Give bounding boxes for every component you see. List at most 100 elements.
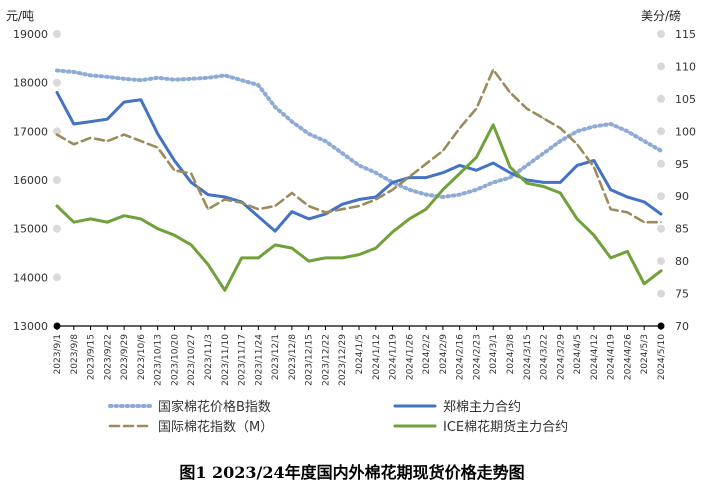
series-3-point bbox=[593, 234, 595, 236]
series-2-point bbox=[173, 169, 176, 172]
series-3-point bbox=[660, 270, 662, 272]
series-0-point bbox=[257, 84, 260, 86]
series-2-point bbox=[643, 221, 646, 223]
x-tick-label: 2024/5/3 bbox=[640, 334, 650, 374]
right-tick-dot bbox=[657, 94, 665, 103]
x-tick-label: 2024/4/26 bbox=[623, 334, 633, 380]
series-2-point bbox=[593, 166, 595, 168]
chart-title: 图1 2023/24年度国内外棉花期现货价格走势图 bbox=[179, 463, 524, 482]
series-0-point bbox=[72, 71, 75, 73]
x-tick-label: 2024/3/1 bbox=[489, 334, 499, 374]
left-axis-unit: 元/吨 bbox=[6, 9, 34, 23]
x-tick-label: 2024/3/29 bbox=[556, 334, 566, 380]
series-3-point bbox=[643, 283, 646, 285]
series-3-point bbox=[425, 208, 427, 210]
series-0-point bbox=[240, 79, 243, 82]
series-0-point bbox=[576, 130, 578, 133]
x-tick-label: 2024/4/12 bbox=[590, 334, 600, 380]
left-tick-dot bbox=[53, 224, 61, 233]
series-1-point bbox=[509, 171, 511, 174]
left-tick-dot bbox=[53, 176, 61, 184]
series-3-point bbox=[173, 234, 176, 236]
series-2-point bbox=[559, 127, 562, 129]
series-3-point bbox=[72, 221, 75, 223]
series-0-point bbox=[559, 140, 562, 142]
series-1-point bbox=[576, 164, 578, 167]
series-0-point bbox=[341, 152, 344, 155]
left-tick-label: 19000 bbox=[13, 28, 48, 41]
right-tick-dot bbox=[657, 30, 665, 38]
series-2-point bbox=[324, 211, 327, 214]
series-3-point bbox=[542, 185, 545, 188]
series-3-point bbox=[509, 166, 511, 168]
series-3-point bbox=[626, 250, 629, 253]
series-1-point bbox=[257, 215, 260, 218]
x-tick-label: 2023/9/29 bbox=[120, 334, 130, 380]
series-1-point bbox=[475, 169, 478, 172]
series-2-point bbox=[106, 140, 109, 142]
series-0-point bbox=[458, 193, 461, 196]
series-3-point bbox=[391, 231, 394, 233]
series-0-point bbox=[492, 181, 495, 184]
series-0-point bbox=[56, 69, 58, 72]
series-2-point bbox=[458, 127, 461, 129]
right-tick-label: 80 bbox=[675, 255, 689, 268]
series-2-point bbox=[207, 208, 209, 210]
series-2-point bbox=[391, 188, 394, 191]
x-tick-label: 2024/2/9 bbox=[439, 334, 449, 375]
x-tick-label: 2024/1/5 bbox=[355, 334, 365, 374]
series-1-point bbox=[140, 98, 142, 101]
series-1-point bbox=[291, 210, 293, 213]
right-tick-label: 75 bbox=[675, 288, 689, 301]
series-0-point bbox=[475, 188, 478, 191]
right-tick-label: 85 bbox=[675, 223, 689, 236]
series-3-point bbox=[190, 244, 193, 246]
series-line-0 bbox=[55, 68, 663, 199]
x-tick-label: 2023/10/20 bbox=[170, 334, 180, 386]
series-1-point bbox=[442, 171, 444, 174]
right-tick-dot bbox=[657, 289, 665, 298]
x-tick-label: 2023/12/29 bbox=[338, 334, 348, 386]
left-tick-dot bbox=[53, 273, 61, 282]
series-1-point bbox=[542, 181, 545, 184]
left-tick-label: 16000 bbox=[13, 174, 48, 187]
x-tick-label: 2024/3/8 bbox=[506, 334, 516, 375]
series-0-point bbox=[106, 76, 109, 78]
left-tick-label: 13000 bbox=[13, 320, 48, 333]
series-3-point bbox=[559, 192, 562, 194]
x-tick-label: 2024/2/23 bbox=[472, 334, 482, 380]
series-0-point bbox=[408, 188, 411, 191]
left-tick-dot bbox=[53, 30, 61, 38]
x-tick-label: 2023/12/1 bbox=[271, 334, 281, 380]
series-0-point bbox=[643, 140, 646, 142]
right-tick-label: 110 bbox=[675, 60, 696, 73]
series-0-point bbox=[307, 132, 310, 135]
legend-label: 国家棉花价格B指数 bbox=[158, 399, 271, 415]
series-2-point bbox=[291, 192, 293, 194]
x-tick-label: 2023/10/13 bbox=[154, 334, 164, 386]
left-tick-dot bbox=[53, 78, 61, 87]
right-tick-dot bbox=[657, 159, 665, 168]
series-2-point bbox=[660, 221, 662, 223]
axis-layer: 13000 14000 15000 16000 17000 18000 19000 70 75 8… bbox=[13, 28, 696, 386]
series-2-point bbox=[257, 208, 260, 210]
x-tick-label: 2024/2/16 bbox=[456, 334, 466, 380]
series-0-point bbox=[156, 77, 159, 79]
legend-label: 国际棉花指数（M） bbox=[158, 419, 273, 435]
series-2-point bbox=[223, 198, 226, 201]
series-line-3 bbox=[55, 123, 663, 292]
x-tick-label: 2023/11/10 bbox=[221, 334, 231, 386]
series-2-point bbox=[56, 133, 58, 136]
series-2-point bbox=[89, 137, 92, 139]
right-tick-label: 105 bbox=[675, 93, 696, 106]
series-3-point bbox=[291, 247, 293, 249]
series-0-point bbox=[173, 78, 176, 81]
series-0-point bbox=[609, 123, 612, 125]
series-1-point bbox=[374, 196, 377, 198]
series-2-point bbox=[626, 211, 629, 214]
series-2-point bbox=[475, 107, 478, 110]
series-1-point bbox=[223, 196, 226, 198]
series-0-point bbox=[525, 164, 528, 167]
series-1-point bbox=[106, 118, 109, 120]
